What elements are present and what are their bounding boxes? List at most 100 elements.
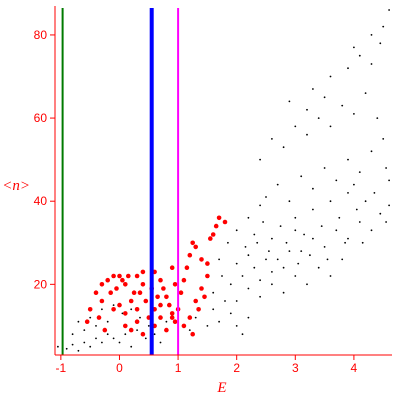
data-point: [385, 221, 387, 223]
data-point: [130, 345, 133, 348]
data-point: [96, 315, 102, 320]
data-point: [208, 236, 213, 241]
data-point: [309, 254, 311, 257]
data-point: [235, 300, 238, 302]
data-point: [71, 343, 74, 346]
data-point: [128, 327, 134, 333]
data-point: [385, 167, 387, 169]
data-point: [235, 325, 238, 327]
data-point: [285, 241, 288, 244]
data-point: [288, 250, 291, 253]
data-point: [210, 232, 216, 237]
data-point: [111, 307, 116, 312]
x-tick-label: 1: [175, 361, 182, 375]
data-point: [155, 294, 160, 300]
data-point: [388, 204, 390, 207]
data-point: [317, 266, 320, 269]
data-point: [282, 291, 285, 294]
data-point: [106, 333, 109, 336]
data-point: [212, 308, 215, 311]
data-point: [370, 150, 373, 153]
data-point: [114, 286, 119, 291]
data-point: [218, 320, 221, 323]
data-point: [271, 138, 273, 140]
data-point: [99, 282, 105, 287]
data-point: [137, 290, 143, 296]
data-point: [184, 265, 190, 271]
data-point: [158, 277, 163, 283]
data-point: [212, 291, 215, 294]
x-tick-label: 2: [233, 361, 240, 375]
data-point: [253, 266, 256, 269]
data-point: [128, 298, 134, 304]
data-point: [338, 216, 341, 219]
data-point: [271, 283, 273, 286]
data-point: [244, 246, 247, 248]
data-point: [187, 252, 193, 258]
data-point: [165, 320, 168, 323]
data-point: [123, 282, 128, 287]
data-point: [106, 320, 109, 323]
data-point: [65, 347, 68, 350]
data-point: [288, 100, 291, 103]
data-point: [329, 275, 332, 277]
data-point: [218, 258, 221, 261]
data-point: [382, 138, 385, 140]
y-tick-label: 60: [34, 111, 48, 125]
data-point: [323, 167, 326, 169]
data-point: [199, 257, 204, 262]
data-point: [382, 25, 385, 28]
data-point: [144, 337, 147, 340]
data-point: [161, 286, 166, 291]
data-point: [101, 308, 103, 311]
data-point: [118, 341, 121, 344]
data-point: [294, 275, 297, 277]
data-point: [206, 325, 209, 327]
data-point: [388, 179, 390, 182]
data-point: [169, 265, 175, 271]
data-point: [320, 225, 323, 228]
data-point: [276, 258, 279, 261]
data-point: [326, 258, 329, 261]
data-point: [87, 307, 93, 312]
data-point: [259, 279, 261, 282]
data-point: [271, 271, 273, 273]
data-point: [247, 254, 250, 257]
data-point: [172, 319, 178, 325]
data-point: [158, 315, 163, 320]
data-point: [347, 237, 349, 240]
data-point: [364, 92, 367, 94]
data-point: [276, 183, 279, 186]
data-point: [312, 237, 314, 240]
data-point: [370, 63, 373, 65]
data-point: [178, 290, 184, 296]
data-point: [300, 250, 303, 253]
data-point: [235, 262, 238, 265]
data-point: [370, 34, 373, 36]
data-point: [306, 283, 308, 286]
data-point: [143, 298, 149, 304]
data-point: [71, 333, 74, 336]
data-point: [190, 240, 195, 246]
data-point: [323, 246, 326, 248]
data-point: [117, 302, 122, 308]
data-point: [335, 179, 338, 182]
data-point: [130, 308, 133, 311]
data-point: [376, 117, 379, 119]
x-axis-title: E: [216, 380, 226, 396]
data-point: [294, 125, 297, 128]
data-point: [329, 200, 332, 203]
data-point: [117, 273, 122, 279]
data-point: [159, 341, 162, 344]
data-point: [112, 304, 115, 306]
data-point: [300, 175, 303, 178]
data-point: [222, 219, 228, 225]
data-point: [312, 208, 314, 211]
data-point: [193, 244, 198, 250]
data-point: [288, 200, 291, 203]
data-point: [158, 302, 163, 308]
data-point: [202, 294, 207, 300]
data-point: [256, 241, 259, 244]
data-point: [169, 311, 175, 316]
data-point: [105, 277, 110, 283]
